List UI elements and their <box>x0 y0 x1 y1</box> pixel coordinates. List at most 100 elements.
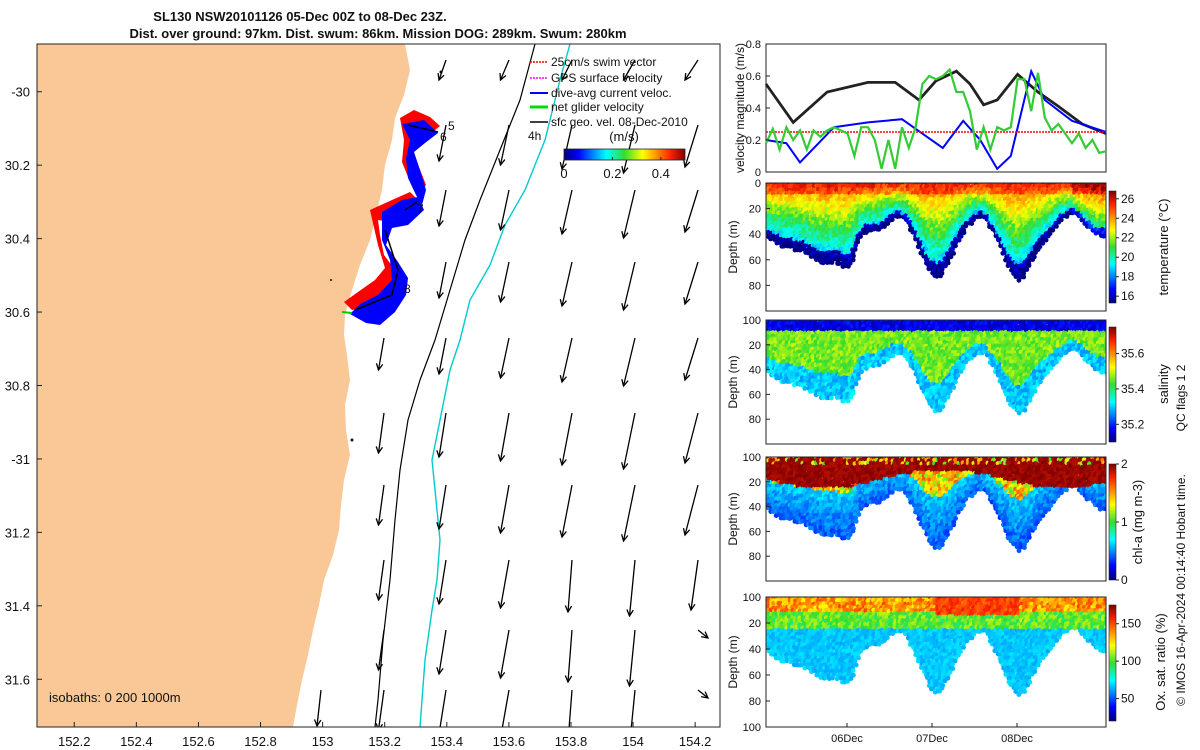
velocity-arrow <box>622 261 636 311</box>
section-point <box>955 373 961 378</box>
section-point <box>960 365 966 371</box>
section-point <box>820 260 826 266</box>
section-point <box>847 342 853 348</box>
map-xtick-label: 152.2 <box>58 734 91 749</box>
section-point <box>820 381 826 387</box>
section-point <box>931 244 937 250</box>
section-point <box>910 343 916 349</box>
depth-tick-label: 0 <box>755 178 761 190</box>
velocity-arrow <box>684 412 699 464</box>
velocity-arrow-head <box>622 72 630 82</box>
map-xtick-label: 153.2 <box>368 734 401 749</box>
section-point <box>860 350 866 355</box>
velocity-arrow-head <box>498 223 506 232</box>
section-point <box>824 320 829 326</box>
section-point <box>958 233 964 239</box>
velocity-panel: 00.20.40.60.8 velocity magnitude (m/s) <box>733 39 1107 179</box>
section-point <box>828 216 834 222</box>
section-point <box>802 386 808 391</box>
section-point <box>786 330 792 336</box>
section-point <box>989 220 995 226</box>
colorbar-tick-label: 20 <box>1121 250 1135 264</box>
section-point <box>1016 210 1021 216</box>
map-xtick-label: 153 <box>312 734 334 749</box>
section-point <box>926 214 932 219</box>
section-point <box>950 247 955 252</box>
velocity-arrow <box>499 559 510 609</box>
section-point <box>834 193 840 199</box>
colorbar-tick-label: 0 <box>560 166 567 181</box>
velocity-arrow-head <box>498 371 506 380</box>
section-point <box>858 234 863 239</box>
section-point <box>958 193 963 199</box>
velocity-arrow-head <box>375 518 384 527</box>
section-point <box>958 210 963 216</box>
section-point <box>989 190 995 196</box>
section-point <box>852 247 858 252</box>
colorbar-title: (m/s) <box>609 129 639 144</box>
section-point <box>871 323 876 329</box>
section-point <box>1055 206 1061 212</box>
velocity-arrow-head <box>683 372 691 382</box>
velocity-arrow-head <box>437 727 443 734</box>
section-point <box>802 207 808 213</box>
velocity-arrow-head <box>683 159 691 169</box>
velocity-arrow-head <box>564 605 573 614</box>
section-point <box>1074 184 1080 190</box>
section-point <box>797 362 803 368</box>
map-ytick-label: 30.4 <box>5 232 30 247</box>
velocity-arrow <box>684 261 699 305</box>
section-point <box>1089 209 1095 215</box>
section-point <box>1027 397 1033 403</box>
section-point <box>847 213 852 219</box>
section-point <box>916 233 921 239</box>
velocity-arrow <box>684 189 699 233</box>
section-point <box>961 230 967 236</box>
section-point <box>937 407 943 413</box>
velocity-arrow <box>438 261 447 299</box>
legend-gps-velocity: GPS surface velocity <box>551 71 662 85</box>
section-point <box>1029 392 1035 398</box>
velocity-arrow <box>561 189 573 235</box>
section-point <box>932 343 937 348</box>
velocity-arrow <box>684 59 699 81</box>
section-point <box>823 391 829 397</box>
section-point <box>973 209 979 215</box>
legend-sfc-geo-vel: sfc geo. vel. 08-Dec-2010 <box>551 115 688 129</box>
section-point <box>828 395 834 401</box>
section-point <box>836 261 842 266</box>
section-point <box>1103 233 1106 239</box>
section-point <box>957 230 963 236</box>
velocity-arrow <box>622 337 636 387</box>
map-ytick-label: 31.4 <box>5 599 30 614</box>
velocity-ytick-label: 0.4 <box>746 103 761 115</box>
section-point <box>1054 224 1059 229</box>
section-point <box>1092 184 1098 189</box>
section-point <box>881 359 887 365</box>
map-ytick-label: 31.2 <box>5 525 30 540</box>
section-point <box>923 257 929 263</box>
velocity-arrow <box>561 337 573 383</box>
velocity-arrow-head <box>498 158 506 167</box>
section-point <box>844 226 850 232</box>
velocity-arrow-head <box>436 667 444 676</box>
section-point <box>826 190 832 195</box>
map-ytick-label: 30.8 <box>5 379 30 394</box>
section-point <box>885 221 891 227</box>
isobath-1000m <box>419 44 571 727</box>
velocity-arrow <box>684 337 699 381</box>
section-point <box>1021 196 1027 202</box>
speed-colorbar: (m/s) 0 0.2 0.4 <box>560 129 686 181</box>
map-xtick-label: 153.6 <box>493 734 526 749</box>
legend-dive-avg-current: dive-avg current veloc. <box>551 86 672 100</box>
section-point <box>768 236 773 242</box>
velocity-ytick-label: 0.6 <box>746 71 761 83</box>
section-point <box>960 349 966 354</box>
section-point <box>1013 266 1019 272</box>
section-point <box>1058 203 1064 209</box>
velocity-arrow <box>561 59 573 81</box>
section-point <box>781 243 787 249</box>
velocity-arrow <box>684 484 699 536</box>
isobaths-label: isobaths: 0 200 1000m <box>49 690 181 705</box>
section-point <box>1048 365 1054 371</box>
